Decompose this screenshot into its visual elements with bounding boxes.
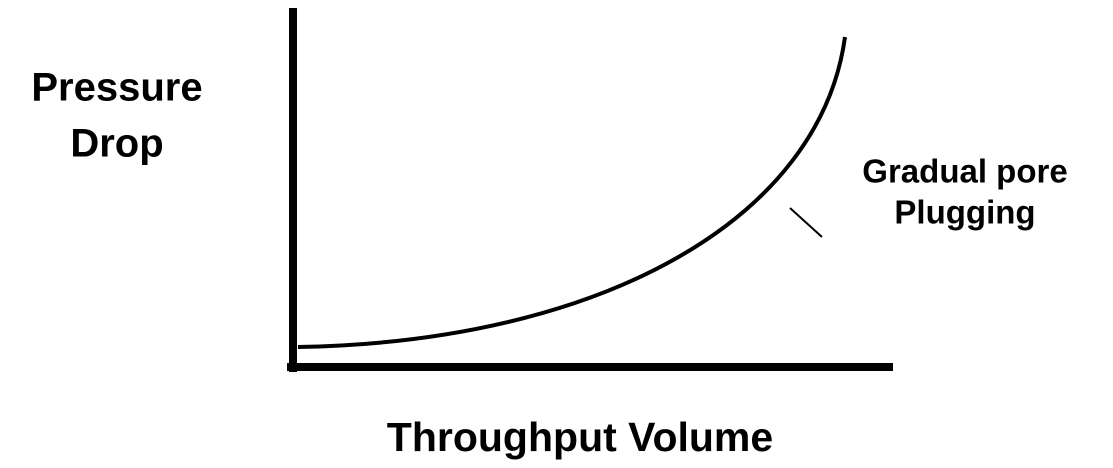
pointer-line <box>789 207 823 238</box>
annotation: Plugging <box>894 194 1035 231</box>
y-axis-label: Drop <box>70 122 163 166</box>
curve <box>297 36 847 349</box>
x-axis-label: Throughput Volume <box>387 414 773 460</box>
y-axis-label: Pressure <box>31 66 202 110</box>
annotation: Gradual pore <box>862 153 1067 190</box>
